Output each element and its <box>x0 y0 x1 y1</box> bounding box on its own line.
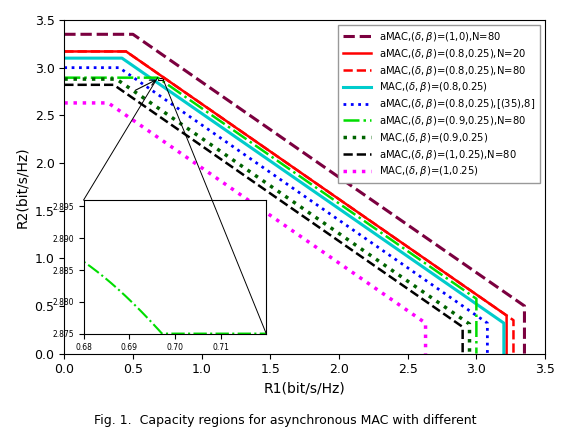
aMAC,$(\delta,\beta)$=(1,0),N=80 <box>432 241 439 247</box>
Bar <box>158 77 163 80</box>
X-axis label: R1(bit/s/Hz): R1(bit/s/Hz) <box>264 382 345 396</box>
MAC,$(\delta,\beta)$=(0.8,0.25) <box>451 286 458 291</box>
MAC,$(\delta,\beta)$=(0.9,0.25) <box>351 241 357 247</box>
Line: MAC,$(\delta,\beta)$=(0.9,0.25): MAC,$(\delta,\beta)$=(0.9,0.25) <box>64 79 470 354</box>
aMAC,$(\delta,\beta)$=(0.8,0.25),[(35),8] <box>400 262 407 268</box>
aMAC,$(\delta,\beta)$=(0.9,0.25),N=80 <box>473 351 480 356</box>
MAC,$(\delta,\beta)$=(1,0.25) <box>318 248 325 253</box>
MAC,$(\delta,\beta)$=(1,0.25) <box>381 292 388 297</box>
aMAC,$(\delta,\beta)$=(0.8,0.25),N=80 <box>61 49 68 54</box>
aMAC,$(\delta,\beta)$=(0.9,0.25),N=80 <box>134 75 141 80</box>
aMAC,$(\delta,\beta)$=(0.8,0.25),N=20 <box>109 49 116 54</box>
MAC,$(\delta,\beta)$=(1,0.25) <box>360 277 367 282</box>
Line: aMAC,$(\delta,\beta)$=(0.8,0.25),[(35),8]: aMAC,$(\delta,\beta)$=(0.8,0.25),[(35),8… <box>64 68 487 354</box>
aMAC,$(\delta,\beta)$=(0.8,0.25),N=20 <box>397 240 404 245</box>
Text: Fig. 1.  Capacity regions for asynchronous MAC with different: Fig. 1. Capacity regions for asynchronou… <box>93 414 477 427</box>
aMAC,$(\delta,\beta)$=(0.9,0.25),N=80 <box>61 75 68 80</box>
aMAC,$(\delta,\beta)$=(1,0),N=80 <box>521 351 528 356</box>
aMAC,$(\delta,\beta)$=(1,0.25),N=80 <box>363 257 369 262</box>
aMAC,$(\delta,\beta)$=(1,0.25),N=80 <box>380 269 386 274</box>
MAC,$(\delta,\beta)$=(0.8,0.25) <box>414 260 421 265</box>
aMAC,$(\delta,\beta)$=(0.8,0.25),N=20 <box>417 253 424 258</box>
MAC,$(\delta,\beta)$=(0.9,0.25) <box>386 266 393 271</box>
aMAC,$(\delta,\beta)$=(1,0),N=80 <box>444 250 451 255</box>
aMAC,$(\delta,\beta)$=(1,0.25),N=80 <box>345 245 352 250</box>
MAC,$(\delta,\beta)$=(0.9,0.25) <box>420 289 427 294</box>
aMAC,$(\delta,\beta)$=(1,0),N=80 <box>470 268 477 273</box>
aMAC,$(\delta,\beta)$=(0.8,0.25),N=80 <box>383 229 390 235</box>
aMAC,$(\delta,\beta)$=(0.8,0.25),[(35),8] <box>363 237 370 242</box>
aMAC,$(\delta,\beta)$=(1,0.25),N=80 <box>414 293 421 298</box>
MAC,$(\delta,\beta)$=(0.8,0.25) <box>106 56 113 61</box>
MAC,$(\delta,\beta)$=(1,0.25) <box>422 351 429 356</box>
aMAC,$(\delta,\beta)$=(0.8,0.25),[(35),8] <box>61 65 68 70</box>
aMAC,$(\delta,\beta)$=(0.8,0.25),[(35),8] <box>382 250 389 255</box>
aMAC,$(\delta,\beta)$=(1,0.25),N=80 <box>459 351 466 356</box>
Y-axis label: R2(bit/s/Hz): R2(bit/s/Hz) <box>15 146 29 228</box>
aMAC,$(\delta,\beta)$=(0.8,0.25),N=20 <box>378 226 385 232</box>
aMAC,$(\delta,\beta)$=(0.8,0.25),N=80 <box>510 351 517 356</box>
aMAC,$(\delta,\beta)$=(1,0),N=80 <box>412 228 419 233</box>
aMAC,$(\delta,\beta)$=(0.8,0.25),[(35),8] <box>436 287 443 292</box>
MAC,$(\delta,\beta)$=(0.8,0.25) <box>425 268 432 273</box>
MAC,$(\delta,\beta)$=(0.9,0.25) <box>101 77 108 82</box>
aMAC,$(\delta,\beta)$=(0.8,0.25),N=20 <box>428 261 435 266</box>
Line: aMAC,$(\delta,\beta)$=(0.9,0.25),N=80: aMAC,$(\delta,\beta)$=(0.9,0.25),N=80 <box>64 77 477 354</box>
MAC,$(\delta,\beta)$=(0.8,0.25) <box>500 351 507 356</box>
aMAC,$(\delta,\beta)$=(0.8,0.25),N=80 <box>109 49 116 54</box>
MAC,$(\delta,\beta)$=(0.8,0.25) <box>394 247 401 252</box>
MAC,$(\delta,\beta)$=(1,0.25) <box>95 100 102 105</box>
Line: aMAC,$(\delta,\beta)$=(1,0.25),N=80: aMAC,$(\delta,\beta)$=(1,0.25),N=80 <box>64 85 463 354</box>
aMAC,$(\delta,\beta)$=(0.8,0.25),N=80 <box>402 243 409 248</box>
aMAC,$(\delta,\beta)$=(0.8,0.25),N=80 <box>434 265 441 270</box>
aMAC,$(\delta,\beta)$=(0.9,0.25),N=80 <box>410 253 417 258</box>
MAC,$(\delta,\beta)$=(0.9,0.25) <box>466 351 473 356</box>
aMAC,$(\delta,\beta)$=(1,0),N=80 <box>393 214 400 220</box>
MAC,$(\delta,\beta)$=(0.8,0.25) <box>375 234 382 239</box>
Line: aMAC,$(\delta,\beta)$=(0.8,0.25),N=20: aMAC,$(\delta,\beta)$=(0.8,0.25),N=20 <box>64 51 507 354</box>
aMAC,$(\delta,\beta)$=(0.9,0.25),N=80 <box>385 235 392 240</box>
aMAC,$(\delta,\beta)$=(0.8,0.25),N=80 <box>422 256 429 262</box>
aMAC,$(\delta,\beta)$=(1,0),N=80 <box>61 32 68 37</box>
aMAC,$(\delta,\beta)$=(0.8,0.25),N=20 <box>454 279 461 284</box>
MAC,$(\delta,\beta)$=(0.8,0.25) <box>61 56 68 61</box>
aMAC,$(\delta,\beta)$=(0.9,0.25),N=80 <box>431 268 438 273</box>
Line: aMAC,$(\delta,\beta)$=(0.8,0.25),N=80: aMAC,$(\delta,\beta)$=(0.8,0.25),N=80 <box>64 51 514 354</box>
Line: MAC,$(\delta,\beta)$=(1,0.25): MAC,$(\delta,\beta)$=(1,0.25) <box>64 103 426 354</box>
Legend: aMAC,$(\delta,\beta)$=(1,0),N=80, aMAC,$(\delta,\beta)$=(0.8,0.25),N=20, aMAC,$(: aMAC,$(\delta,\beta)$=(1,0),N=80, aMAC,$… <box>338 25 540 184</box>
Line: aMAC,$(\delta,\beta)$=(1,0),N=80: aMAC,$(\delta,\beta)$=(1,0),N=80 <box>64 34 524 354</box>
MAC,$(\delta,\beta)$=(1,0.25) <box>350 270 357 276</box>
aMAC,$(\delta,\beta)$=(1,0.25),N=80 <box>61 82 68 87</box>
aMAC,$(\delta,\beta)$=(0.8,0.25),[(35),8] <box>412 270 418 275</box>
aMAC,$(\delta,\beta)$=(0.8,0.25),[(35),8] <box>484 351 491 356</box>
Line: MAC,$(\delta,\beta)$=(0.8,0.25): MAC,$(\delta,\beta)$=(0.8,0.25) <box>64 58 504 354</box>
MAC,$(\delta,\beta)$=(1,0.25) <box>334 259 341 265</box>
MAC,$(\delta,\beta)$=(0.9,0.25) <box>368 253 375 259</box>
aMAC,$(\delta,\beta)$=(0.9,0.25),N=80 <box>368 224 375 229</box>
aMAC,$(\delta,\beta)$=(0.8,0.25),N=20 <box>61 49 68 54</box>
MAC,$(\delta,\beta)$=(0.9,0.25) <box>396 273 403 278</box>
aMAC,$(\delta,\beta)$=(1,0.25),N=80 <box>99 82 106 87</box>
aMAC,$(\delta,\beta)$=(0.8,0.25),N=20 <box>503 351 510 356</box>
aMAC,$(\delta,\beta)$=(1,0),N=80 <box>115 32 121 37</box>
MAC,$(\delta,\beta)$=(0.9,0.25) <box>61 77 68 82</box>
MAC,$(\delta,\beta)$=(1,0.25) <box>61 100 68 105</box>
aMAC,$(\delta,\beta)$=(0.9,0.25),N=80 <box>401 246 408 251</box>
aMAC,$(\delta,\beta)$=(1,0.25),N=80 <box>390 276 397 282</box>
aMAC,$(\delta,\beta)$=(0.8,0.25),N=80 <box>459 282 466 288</box>
aMAC,$(\delta,\beta)$=(0.8,0.25),[(35),8] <box>104 65 111 70</box>
